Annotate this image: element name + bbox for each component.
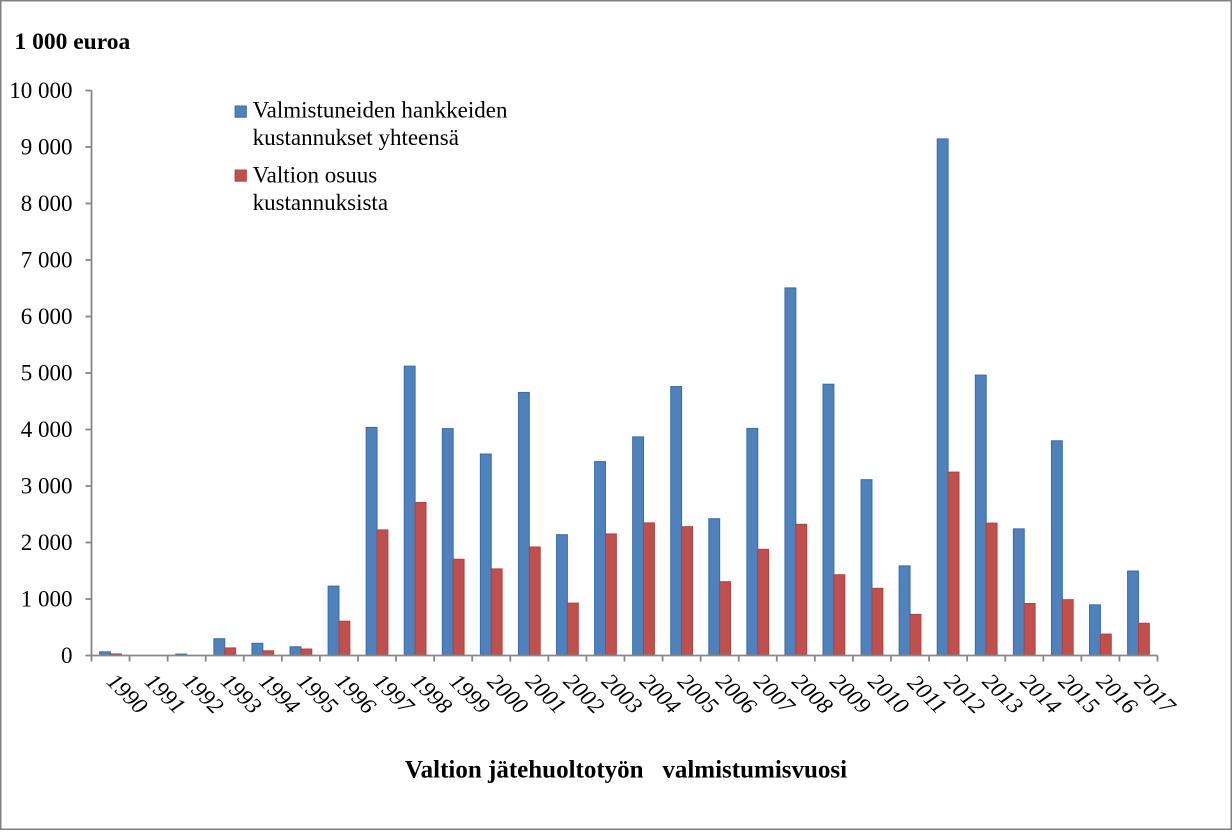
svg-text:0: 0 [61, 643, 73, 668]
svg-text:Valmistuneiden hankkeiden: Valmistuneiden hankkeiden [253, 97, 508, 122]
svg-text:9 000: 9 000 [21, 135, 73, 160]
svg-text:4 000: 4 000 [21, 417, 73, 442]
svg-text:3 000: 3 000 [21, 474, 73, 499]
svg-text:6 000: 6 000 [21, 304, 73, 329]
svg-text:8 000: 8 000 [21, 191, 73, 216]
svg-text:2 000: 2 000 [21, 530, 73, 555]
svg-text:1 000: 1 000 [21, 587, 73, 612]
svg-text:10 000: 10 000 [9, 78, 72, 103]
svg-text:kustannukset yhteensä: kustannukset yhteensä [253, 125, 459, 150]
svg-text:5 000: 5 000 [21, 361, 73, 386]
svg-text:7 000: 7 000 [21, 248, 73, 273]
svg-text:1 000 euroa: 1 000 euroa [15, 29, 131, 55]
svg-text:kustannuksista: kustannuksista [253, 190, 388, 215]
svg-text:Valtion osuus: Valtion osuus [253, 162, 378, 187]
svg-text:Valtion jätehuoltotyön valmi: Valtion jätehuoltotyön valmistumisvuosi [405, 757, 847, 784]
